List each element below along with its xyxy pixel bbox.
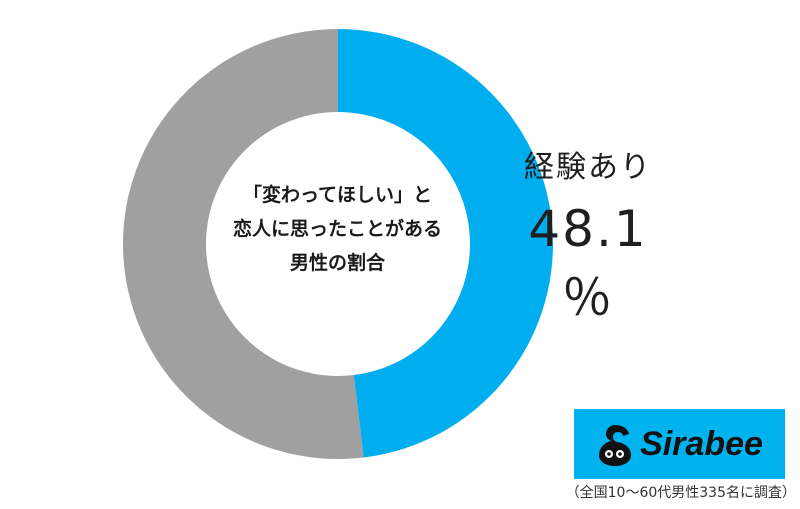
donut-slice-0 (338, 29, 554, 458)
logo-text: Sirabee (640, 424, 763, 463)
sirabee-mark-icon (599, 425, 632, 466)
center-label-line-1: 「変わってほしい」と (242, 184, 433, 206)
sirabee-logo: Sirabee (574, 409, 785, 479)
slice-name-label: 経験あり (524, 150, 652, 185)
slice-value-label: 48.1 ％ (528, 200, 648, 327)
experienced-slice-label: 経験あり 48.1 ％ (498, 142, 678, 330)
survey-note: （全国10～60代男性335名に調査） (565, 485, 796, 501)
center-label-line-2: 恋人に思ったことがある (232, 218, 442, 240)
chart-center-label: 「変わってほしい」と 恋人に思ったことがある 男性の割合 (205, 178, 470, 280)
donut-slice-1 (123, 29, 364, 459)
center-label-line-3: 男性の割合 (289, 252, 385, 274)
